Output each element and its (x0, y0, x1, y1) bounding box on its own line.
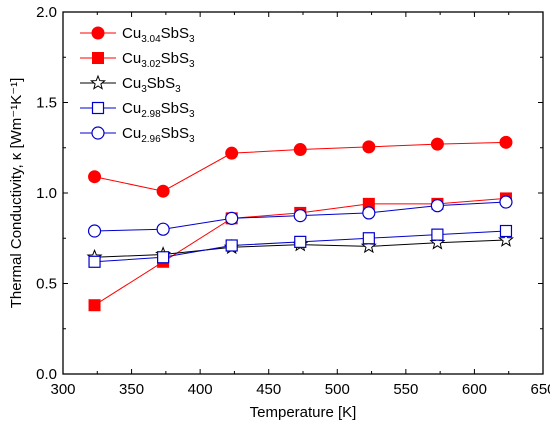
y-tick-label: 0.0 (36, 366, 57, 383)
legend-label: Cu2.98SbS3 (122, 100, 195, 120)
legend-item: Cu2.98SbS3 (80, 100, 195, 120)
data-point (225, 146, 239, 160)
data-point (88, 170, 102, 184)
x-tick-label: 600 (462, 381, 487, 398)
series-layer (86, 135, 514, 312)
data-point (87, 224, 102, 238)
x-tick-label: 300 (50, 381, 75, 398)
series-5 (87, 195, 513, 238)
data-point (497, 231, 514, 247)
x-tick-label: 450 (256, 381, 281, 398)
x-tick-label: 550 (393, 381, 418, 398)
x-tick-label: 500 (325, 381, 350, 398)
data-point (156, 184, 170, 198)
x-axis-title: Temperature [K] (250, 404, 357, 421)
axis-ticks: 300 350 400 450 500 550 600 650 0.0 0.5 1.0 1.5 2.0 (36, 4, 550, 398)
legend-item: Cu2.96SbS3 (80, 125, 195, 145)
legend-marker (92, 52, 104, 64)
data-point (362, 140, 376, 154)
data-point (293, 143, 307, 157)
data-point (88, 299, 101, 312)
x-tick-label: 350 (119, 381, 144, 398)
legend-marker (90, 74, 106, 90)
legend-label: Cu3SbS3 (122, 75, 181, 95)
x-tick-label: 400 (188, 381, 213, 398)
series-1 (88, 135, 513, 198)
y-axis-title: Thermal Conductivity, κ [Wm⁻¹K⁻¹] (8, 78, 25, 309)
legend-item: Cu3SbS3 (80, 74, 181, 95)
data-point (362, 206, 376, 220)
y-tick-label: 1.0 (36, 185, 57, 202)
data-point (88, 255, 101, 268)
data-point (499, 135, 513, 149)
legend-label: Cu2.96SbS3 (122, 125, 195, 145)
legend-label: Cu3.02SbS3 (122, 50, 195, 70)
legend-marker (91, 26, 105, 40)
x-tick-label: 650 (530, 381, 550, 398)
data-point (499, 224, 513, 238)
data-point (293, 209, 307, 223)
data-point (430, 137, 444, 151)
data-point (362, 232, 375, 245)
series-4 (88, 224, 513, 268)
data-point (431, 228, 444, 241)
legend-item: Cu3.02SbS3 (80, 50, 195, 70)
y-tick-label: 1.5 (36, 95, 57, 112)
legend-label: Cu3.04SbS3 (122, 25, 195, 45)
y-tick-label: 2.0 (36, 4, 57, 21)
data-point (225, 211, 239, 225)
data-point (157, 251, 170, 264)
y-tick-label: 0.5 (36, 276, 57, 293)
legend-marker (91, 126, 105, 140)
data-point (430, 199, 444, 213)
data-point (156, 222, 170, 236)
legend-marker (91, 101, 105, 115)
data-point (294, 235, 307, 248)
legend-item: Cu3.04SbS3 (80, 25, 195, 45)
legend: Cu3.04SbS3 Cu3.02SbS3 Cu3SbS3 Cu2.98SbS3 Cu2… (80, 25, 195, 145)
data-point (225, 239, 238, 252)
data-point (499, 195, 513, 209)
